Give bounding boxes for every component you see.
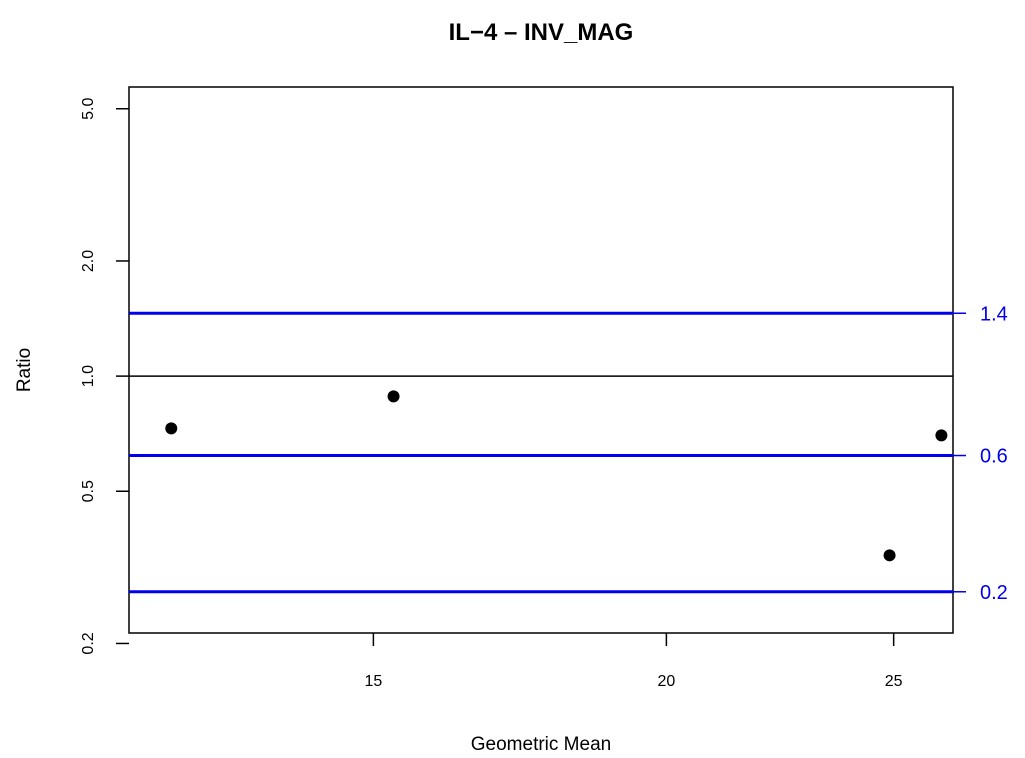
y-tick-label: 0.2 xyxy=(80,632,97,654)
x-tick-label: 25 xyxy=(885,673,903,690)
data-point xyxy=(883,549,896,562)
y-tick-label: 2.0 xyxy=(80,250,97,272)
data-point xyxy=(165,422,178,435)
data-point xyxy=(935,429,948,442)
chart-title: IL−4 – INV_MAG xyxy=(449,19,634,46)
x-tick-label: 15 xyxy=(364,673,382,690)
plot-area-frame xyxy=(128,86,954,634)
threshold-label: 0.2 xyxy=(980,582,1008,604)
x-tick-label: 20 xyxy=(657,673,675,690)
y-axis-title: Ratio xyxy=(14,348,35,392)
plot-layer: 15 20 25 0.2 0.5 1.0 2.0 5.0 1.4 0.6 0.2 xyxy=(80,98,1008,690)
threshold-label: 0.6 xyxy=(980,446,1008,468)
y-tick-label: 5.0 xyxy=(80,98,97,120)
x-axis-title: Geometric Mean xyxy=(471,734,611,755)
y-tick-label: 1.0 xyxy=(80,365,97,387)
threshold-label: 1.4 xyxy=(980,303,1008,325)
y-tick-label: 0.5 xyxy=(80,480,97,502)
data-point xyxy=(387,390,400,403)
